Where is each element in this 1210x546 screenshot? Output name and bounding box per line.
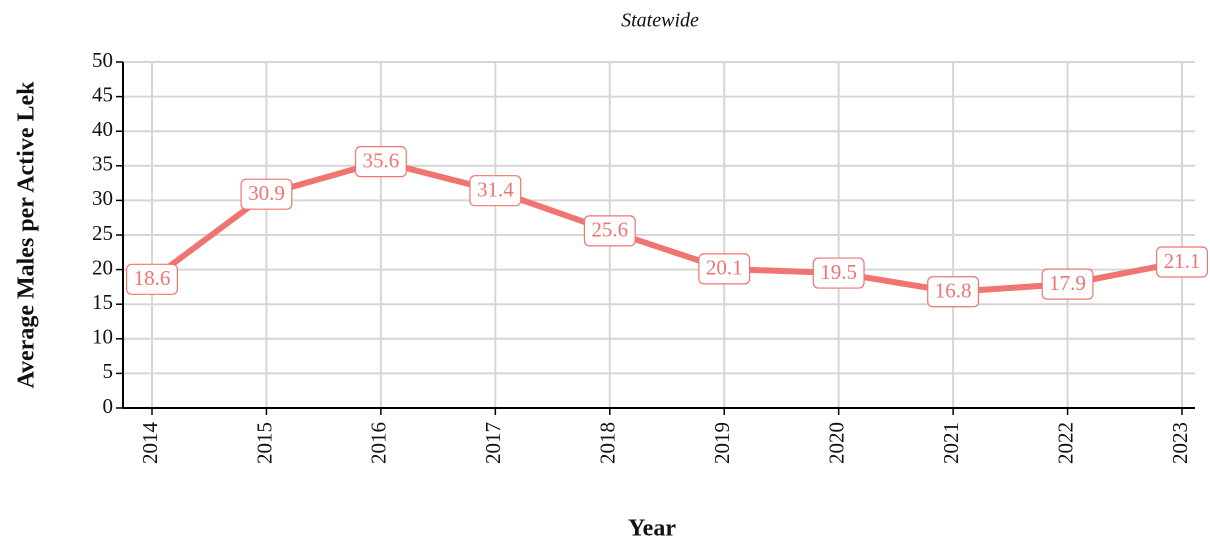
chart-title: Statewide — [621, 10, 699, 32]
data-label-box — [354, 146, 407, 178]
data-label-box — [1156, 246, 1208, 278]
y-tick-label: 0 — [103, 394, 114, 418]
x-tick-label: 2018 — [596, 422, 620, 464]
y-axis-title: Average Males per Active Lek — [14, 81, 40, 389]
x-tick-label: 2015 — [252, 422, 276, 464]
data-label-group: 16.8 — [927, 276, 980, 308]
y-tick-label: 35 — [92, 152, 113, 176]
data-label-group: 35.6 — [354, 146, 407, 178]
y-tick-label: 25 — [92, 221, 113, 245]
data-label-box — [927, 276, 980, 308]
data-label-group: 30.9 — [240, 178, 293, 210]
y-tick-label: 45 — [92, 82, 113, 106]
data-label-box — [1041, 268, 1094, 300]
data-label-group: 17.9 — [1041, 268, 1094, 300]
data-label-box — [240, 178, 293, 210]
x-tick-label: 2023 — [1168, 422, 1192, 464]
data-label-group: 18.6 — [126, 263, 178, 295]
y-tick-label: 10 — [92, 325, 113, 349]
data-label-box — [812, 257, 865, 289]
data-label-box — [126, 263, 178, 295]
data-label: 30.9 — [248, 181, 285, 205]
data-label-box — [469, 175, 522, 207]
x-tick-label: 2017 — [481, 422, 505, 464]
y-tick-label: 50 — [92, 48, 113, 72]
data-label-group: 19.5 — [812, 257, 865, 289]
data-label-box — [583, 215, 636, 247]
data-label: 20.1 — [706, 256, 743, 280]
y-tick-label: 15 — [92, 290, 113, 314]
x-tick-label: 2022 — [1053, 422, 1077, 464]
x-tick-label: 2019 — [710, 422, 734, 464]
y-tick-label: 30 — [92, 186, 113, 210]
y-tick-label: 40 — [92, 117, 113, 141]
data-label-group: 20.1 — [698, 253, 751, 285]
x-tick-label: 2020 — [824, 422, 848, 464]
x-tick-label: 2016 — [367, 422, 391, 464]
x-tick-label: 2021 — [939, 422, 963, 464]
x-tick-label: 2014 — [138, 422, 162, 465]
y-tick-label: 5 — [103, 359, 114, 383]
line — [150, 158, 1183, 295]
y-tick-label: 20 — [92, 255, 113, 279]
x-axis-title: Year — [628, 516, 676, 542]
data-label: 35.6 — [363, 148, 400, 172]
data-label: 31.4 — [477, 178, 514, 202]
data-label-group: 25.6 — [583, 215, 636, 247]
data-label: 17.9 — [1049, 271, 1086, 295]
data-label-group: 21.1 — [1156, 246, 1208, 278]
data-label: 16.8 — [935, 279, 972, 303]
data-label-box — [698, 253, 751, 285]
data-label: 18.6 — [134, 266, 171, 290]
data-label-group: 31.4 — [469, 175, 522, 207]
data-label: 19.5 — [820, 260, 857, 284]
data-label: 21.1 — [1164, 249, 1201, 273]
data-label: 25.6 — [591, 218, 628, 242]
